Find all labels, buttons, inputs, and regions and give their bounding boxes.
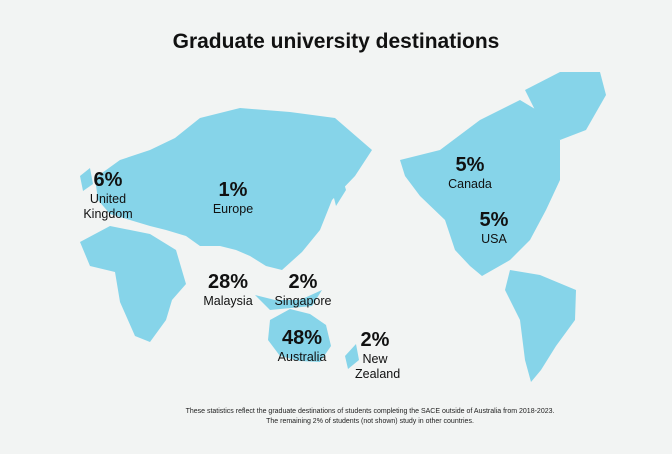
destination-name: USA xyxy=(481,232,507,246)
destination-label: 48% Australia xyxy=(262,326,342,365)
percentage: 6% xyxy=(93,169,123,191)
footnote-line: These statistics reflect the graduate de… xyxy=(185,408,555,415)
destination-name: Australia xyxy=(277,350,327,364)
destination-label: 2% New Zealand xyxy=(355,328,401,382)
new-zealand xyxy=(345,344,359,369)
destination-label: 28% Malaysia xyxy=(188,270,268,309)
percentage: 28% xyxy=(207,271,249,293)
landmasses xyxy=(80,72,606,382)
percentage: 48% xyxy=(281,327,323,349)
destination-label: 1% Europe xyxy=(193,178,273,217)
footnote-line: The remaining 2% of students (not shown)… xyxy=(266,418,474,426)
eurasia xyxy=(95,108,372,270)
destination-label: 5% Canada xyxy=(430,153,510,192)
footnote: These statistics reflect the graduate de… xyxy=(170,407,570,427)
title: Graduate university destinations xyxy=(172,30,500,53)
destination-name: Europe xyxy=(212,202,254,216)
destination-name: Singapore xyxy=(274,294,332,308)
destination-name: Canada xyxy=(448,177,492,191)
destination-name: Malaysia xyxy=(203,294,253,308)
destination-label: 2% Singapore xyxy=(263,270,343,309)
percentage: 5% xyxy=(479,209,509,231)
australia xyxy=(268,309,331,362)
japan xyxy=(330,170,346,206)
destination-name: United Kingdom xyxy=(83,192,133,221)
uk xyxy=(80,168,93,191)
sea-islands xyxy=(255,290,322,310)
percentage: 5% xyxy=(455,154,485,176)
percentage: 2% xyxy=(288,271,318,293)
africa xyxy=(80,226,186,342)
north-america xyxy=(400,100,560,276)
destination-label: 5% USA xyxy=(454,208,534,247)
greenland xyxy=(525,72,606,140)
percentage: 1% xyxy=(218,179,248,201)
destination-name: New Zealand xyxy=(355,352,401,381)
destination-label: 6% United Kingdom xyxy=(78,168,138,222)
percentage: 2% xyxy=(360,329,390,351)
south-america xyxy=(505,270,576,382)
